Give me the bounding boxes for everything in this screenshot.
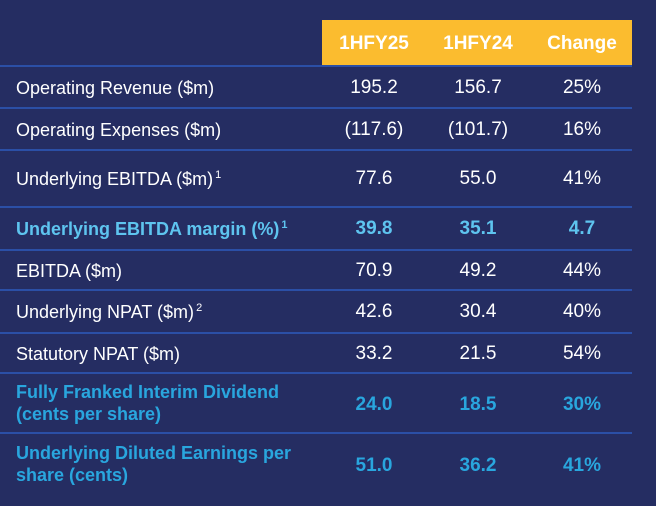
row-label: EBITDA ($m)	[16, 261, 123, 281]
value-change: 41%	[562, 168, 602, 189]
row-label: Underlying EBITDA margin (%) 1	[16, 219, 287, 240]
footnote-marker: 1	[215, 169, 222, 181]
row-separator	[0, 149, 632, 151]
value-change: 41%	[562, 455, 602, 476]
value-1hfy25: 51.0	[355, 455, 393, 476]
value-1hfy25: 195.2	[350, 77, 398, 98]
value-1hfy25: (117.6)	[344, 119, 404, 140]
row-separator	[0, 107, 632, 109]
footnote-marker: 1	[281, 219, 288, 231]
table-row-ebitda-margin: Underlying EBITDA margin (%) 1 39.8 35.1 …	[0, 208, 632, 249]
value-1hfy24: 49.2	[459, 260, 497, 281]
row-label-line1: Fully Franked Interim Dividend	[16, 382, 280, 402]
value-1hfy24: (101.7)	[447, 119, 509, 140]
row-label-line2: (cents per share)	[16, 404, 162, 424]
table-row-interim-dividend: Fully Franked Interim Dividend (cents per…	[0, 374, 632, 432]
row-label-text: Underlying EBITDA margin (%)	[16, 219, 280, 239]
value-change: 44%	[562, 260, 602, 281]
row-separator	[0, 206, 632, 208]
row-label: Underlying NPAT ($m) 2	[16, 302, 202, 323]
value-1hfy25: 70.9	[355, 260, 393, 281]
table-row-ebitda: EBITDA ($m) 70.9 49.2 44%	[0, 251, 632, 289]
col-header-1hfy25: 1HFY25	[339, 33, 409, 54]
row-label: Statutory NPAT ($m)	[16, 344, 181, 364]
value-change: 54%	[562, 343, 602, 364]
row-separator	[0, 372, 632, 374]
value-change: 25%	[562, 77, 602, 98]
table-row-statutory-npat: Statutory NPAT ($m) 33.2 21.5 54%	[0, 334, 632, 372]
value-1hfy24: 30.4	[459, 301, 497, 322]
value-change: 30%	[562, 394, 602, 415]
value-1hfy24: 55.0	[459, 168, 497, 189]
value-1hfy25: 39.8	[355, 218, 393, 239]
table-row-operating-expenses: Operating Expenses ($m) (117.6) (101.7) …	[0, 109, 632, 149]
row-label-text: Underlying NPAT ($m)	[16, 302, 195, 322]
value-1hfy25: 33.2	[355, 343, 393, 364]
col-header-change: Change	[547, 33, 617, 54]
row-label-line2: share (cents)	[16, 465, 129, 485]
value-1hfy24: 36.2	[459, 455, 497, 476]
value-1hfy24: 35.1	[459, 218, 497, 239]
row-label-line1: Underlying Diluted Earnings per	[16, 443, 292, 463]
row-label: Operating Expenses ($m)	[16, 120, 222, 140]
table-row-underlying-npat: Underlying NPAT ($m) 2 42.6 30.4 40%	[0, 291, 632, 332]
row-separator	[0, 432, 632, 434]
value-change: 16%	[562, 119, 602, 140]
value-1hfy25: 24.0	[355, 394, 393, 415]
value-1hfy25: 42.6	[355, 301, 393, 322]
col-header-1hfy24: 1HFY24	[443, 33, 513, 54]
table-row-underlying-ebitda: Underlying EBITDA ($m) 1 77.6 55.0 41%	[0, 151, 632, 206]
table-row-diluted-eps: Underlying Diluted Earnings per share (ce…	[0, 434, 632, 494]
table-row-operating-revenue: Operating Revenue ($m) 195.2 156.7 25%	[0, 67, 632, 107]
row-label: Underlying Diluted Earnings per share (ce…	[16, 442, 316, 486]
row-separator	[0, 249, 632, 251]
value-1hfy24: 21.5	[459, 343, 497, 364]
value-change: 4.7	[568, 218, 596, 239]
row-separator	[0, 65, 632, 67]
row-label: Fully Franked Interim Dividend (cents per…	[16, 381, 316, 425]
value-1hfy24: 156.7	[454, 77, 502, 98]
table-header-band	[322, 20, 632, 65]
row-label: Underlying EBITDA ($m) 1	[16, 169, 221, 190]
footnote-marker: 2	[196, 302, 203, 314]
row-separator	[0, 332, 632, 334]
value-1hfy24: 18.5	[459, 394, 497, 415]
row-label-text: Underlying EBITDA ($m)	[16, 169, 214, 189]
row-separator	[0, 289, 632, 291]
row-label: Operating Revenue ($m)	[16, 78, 215, 98]
value-1hfy25: 77.6	[355, 168, 393, 189]
value-change: 40%	[562, 301, 602, 322]
